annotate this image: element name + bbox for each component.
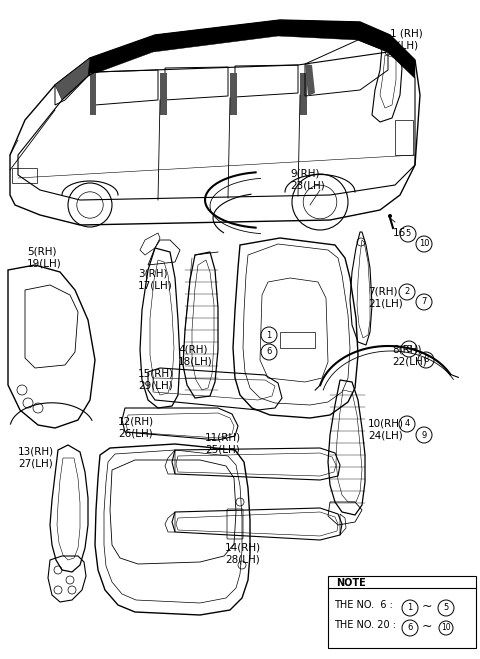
Polygon shape (300, 73, 307, 115)
Polygon shape (305, 64, 315, 96)
Text: THE NO. 20 :: THE NO. 20 : (334, 620, 396, 630)
Text: 5: 5 (444, 604, 449, 612)
Text: 1: 1 (266, 331, 272, 339)
Text: 17(LH): 17(LH) (138, 280, 173, 290)
Text: 1: 1 (408, 604, 413, 612)
Text: 8: 8 (423, 355, 429, 364)
Text: 23(LH): 23(LH) (290, 180, 325, 190)
Text: 22(LH): 22(LH) (392, 356, 427, 366)
Text: THE NO.  6 :: THE NO. 6 : (334, 600, 393, 610)
Text: 7: 7 (421, 297, 427, 306)
Text: ~: ~ (422, 620, 432, 633)
Text: 12(RH): 12(RH) (118, 416, 154, 426)
Text: 18(LH): 18(LH) (178, 356, 213, 366)
Text: 4(RH): 4(RH) (178, 344, 207, 354)
Text: 8(RH): 8(RH) (392, 344, 421, 354)
Text: 5: 5 (406, 229, 410, 239)
Text: 2(LH): 2(LH) (390, 40, 418, 50)
Text: 19(LH): 19(LH) (27, 258, 62, 268)
Text: 3: 3 (406, 345, 412, 353)
Text: 2: 2 (404, 287, 409, 297)
Polygon shape (90, 73, 96, 115)
Text: 10: 10 (419, 239, 429, 248)
Polygon shape (88, 20, 415, 78)
Polygon shape (55, 58, 90, 100)
Text: 28(LH): 28(LH) (225, 554, 260, 564)
Text: 27(LH): 27(LH) (18, 458, 53, 468)
Polygon shape (230, 73, 237, 115)
Text: 15(RH): 15(RH) (138, 368, 174, 378)
Text: 13(RH): 13(RH) (18, 446, 54, 456)
Text: 25(LH): 25(LH) (205, 444, 240, 454)
Text: 21(LH): 21(LH) (368, 298, 403, 308)
Text: 9: 9 (421, 430, 427, 440)
Text: 26(LH): 26(LH) (118, 428, 153, 438)
Text: 14(RH): 14(RH) (225, 542, 261, 552)
Circle shape (388, 214, 392, 218)
Text: 24(LH): 24(LH) (368, 430, 403, 440)
Text: NOTE: NOTE (336, 578, 366, 588)
Text: 11(RH): 11(RH) (205, 432, 241, 442)
Text: 1 (RH): 1 (RH) (390, 28, 423, 38)
Text: 9(RH): 9(RH) (290, 168, 320, 178)
Text: 29(LH): 29(LH) (138, 380, 173, 390)
Text: 5(RH): 5(RH) (27, 246, 57, 256)
Text: 10: 10 (441, 623, 451, 633)
Polygon shape (160, 73, 167, 115)
Text: 4: 4 (404, 420, 409, 428)
Text: 7(RH): 7(RH) (368, 286, 397, 296)
Text: 16: 16 (393, 228, 406, 238)
Text: 6: 6 (266, 347, 272, 357)
Text: ~: ~ (422, 600, 432, 613)
Text: 6: 6 (408, 623, 413, 633)
Text: 10(RH): 10(RH) (368, 418, 404, 428)
Text: 3(RH): 3(RH) (138, 268, 168, 278)
